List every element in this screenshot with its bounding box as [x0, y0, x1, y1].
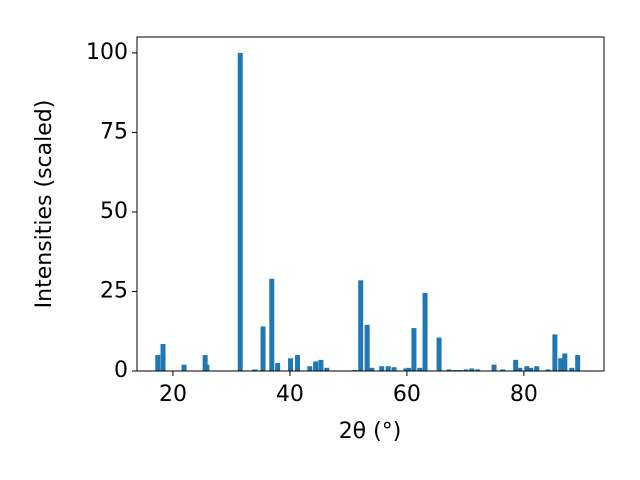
bar — [288, 358, 294, 371]
bar — [369, 367, 375, 371]
bar — [364, 324, 370, 371]
bar — [237, 52, 243, 372]
bar — [475, 369, 481, 371]
bar — [436, 337, 442, 371]
bar — [358, 280, 364, 371]
bar — [552, 334, 558, 371]
bar — [391, 367, 397, 371]
y-axis-label: Intensities (scaled) — [32, 100, 57, 309]
x-tick-label: 40 — [276, 382, 304, 407]
bar — [562, 353, 568, 371]
bar — [155, 355, 161, 371]
bar — [417, 367, 423, 371]
bar — [160, 343, 166, 371]
bar — [406, 367, 412, 371]
bar — [545, 369, 551, 371]
bar — [252, 369, 258, 371]
bar — [469, 368, 475, 371]
bar — [260, 326, 266, 371]
bar — [403, 368, 409, 371]
bar — [575, 355, 581, 371]
y-tick-label: 75 — [100, 119, 128, 144]
bar — [307, 366, 313, 371]
bar — [517, 367, 523, 371]
bar — [569, 367, 575, 371]
bar — [422, 293, 428, 371]
bar — [534, 366, 540, 371]
bar — [204, 364, 210, 371]
x-axis-label: 2θ (°) — [339, 419, 402, 444]
bar — [500, 369, 506, 371]
bar — [318, 359, 324, 371]
bar — [513, 359, 519, 371]
bar — [324, 367, 330, 371]
bar — [558, 358, 564, 371]
axes-frame — [136, 36, 605, 372]
y-tick-label: 100 — [86, 40, 128, 65]
y-tick-label: 50 — [100, 199, 128, 224]
bar — [181, 364, 187, 371]
bar — [313, 361, 319, 371]
bar — [491, 364, 497, 371]
bar — [411, 328, 417, 371]
x-tick-label: 60 — [393, 382, 421, 407]
bar — [202, 355, 208, 371]
bar — [295, 355, 301, 371]
bar — [269, 278, 275, 371]
bar — [379, 366, 385, 371]
bar — [385, 366, 391, 371]
x-tick-label: 20 — [159, 382, 187, 407]
y-tick-label: 0 — [114, 358, 128, 383]
bar — [528, 367, 534, 371]
bar — [463, 369, 469, 371]
x-tick-label: 80 — [510, 382, 538, 407]
plot-area — [155, 52, 581, 372]
y-tick-label: 25 — [100, 278, 128, 303]
bar — [446, 369, 452, 371]
bar — [524, 366, 530, 371]
bar — [275, 363, 281, 371]
